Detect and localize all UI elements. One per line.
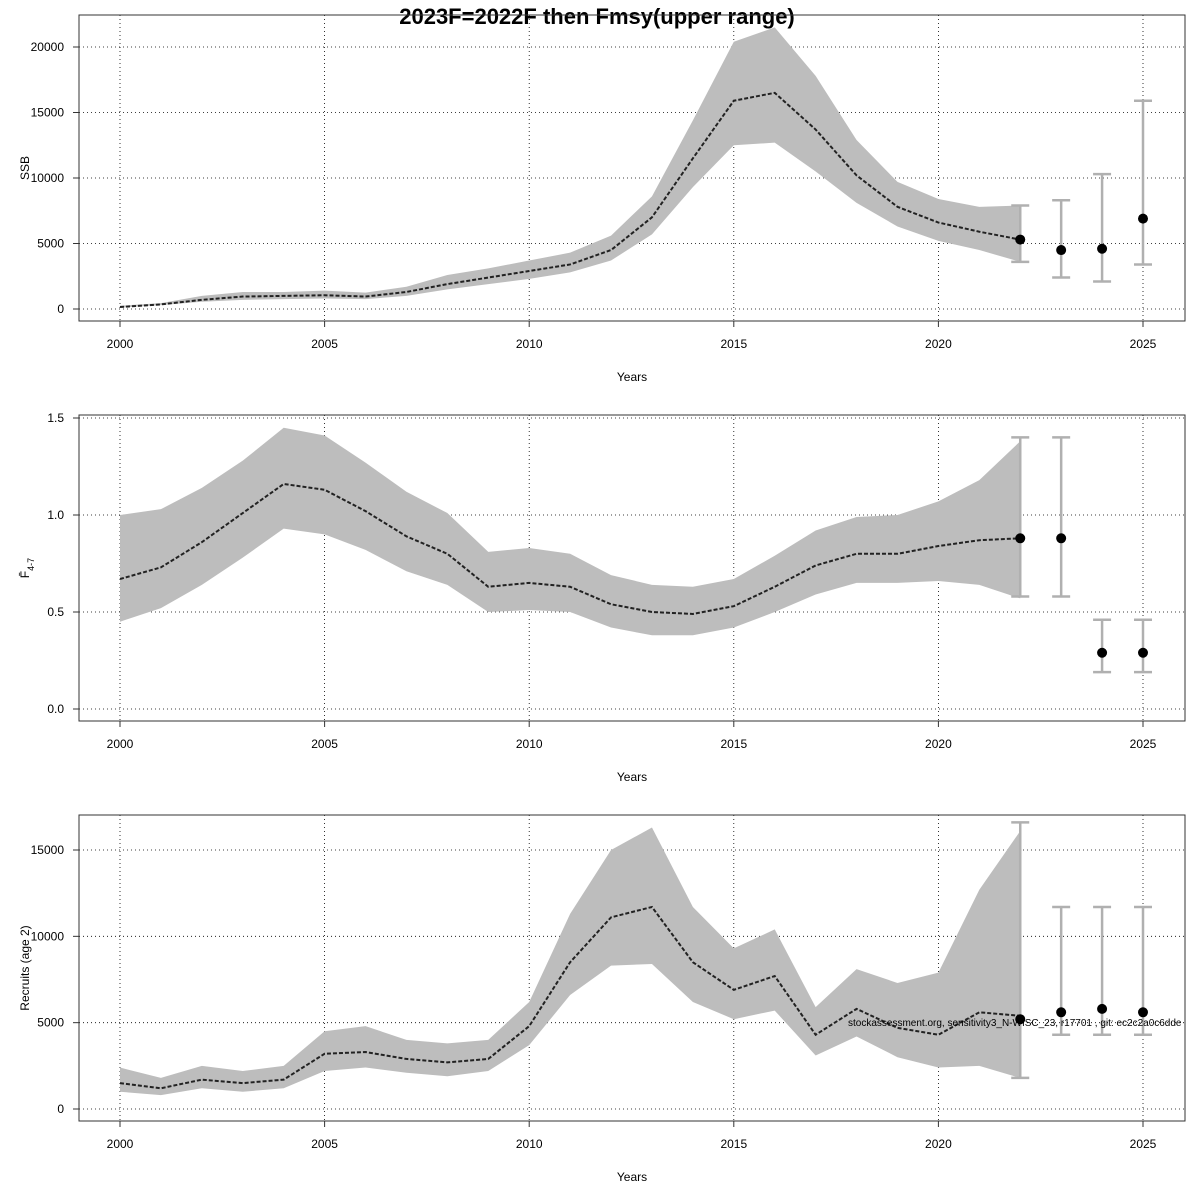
- y-tick-label: 15000: [31, 843, 65, 857]
- confidence-band: [120, 427, 1021, 636]
- y-tick-label: 0: [57, 1102, 64, 1116]
- y-axis-label: SSB: [18, 156, 32, 180]
- x-axis-label: Years: [617, 770, 647, 784]
- x-tick-label: 2020: [925, 1137, 952, 1151]
- forecast-point: [1056, 1007, 1067, 1018]
- x-tick-label: 2000: [107, 737, 134, 751]
- plot-frame: [78, 14, 1186, 322]
- x-tick-label: 2025: [1130, 337, 1157, 351]
- confidence-band: [120, 27, 1021, 308]
- x-tick-label: 2005: [311, 737, 338, 751]
- y-tick-label: 10000: [31, 171, 65, 185]
- y-tick-label: 1.0: [47, 508, 64, 522]
- forecast-point: [1138, 1007, 1148, 1018]
- forecast-point: [1097, 647, 1108, 658]
- x-tick-label: 2010: [516, 337, 543, 351]
- x-axis-label: Years: [617, 370, 647, 384]
- forecast-point: [1097, 243, 1108, 254]
- estimate-line: [119, 482, 1021, 615]
- plot-frame: [78, 414, 1186, 722]
- y-axis-label: Recruits (age 2): [18, 925, 32, 1010]
- y-tick-label: 5000: [37, 237, 64, 251]
- x-tick-label: 2015: [720, 337, 747, 351]
- forecast-point: [1138, 647, 1148, 658]
- x-tick-label: 2010: [516, 1137, 543, 1151]
- x-axis-label: Years: [617, 1170, 647, 1184]
- chart-title: 2023F=2022F then Fmsy(upper range): [399, 4, 795, 29]
- forecast-point: [1097, 1003, 1108, 1014]
- y-tick-label: 0: [57, 302, 64, 316]
- forecast-point: [1138, 213, 1148, 224]
- x-tick-label: 2020: [925, 337, 952, 351]
- x-tick-label: 2010: [516, 737, 543, 751]
- panel-2: 2000 2005 2010 2015 2020 2025 0.0 0.5 1.0 1.5 Year…: [18, 411, 1186, 784]
- y-tick-label: 0.0: [47, 702, 64, 716]
- y-tick-label: 5000: [37, 1016, 64, 1030]
- x-tick-label: 2000: [107, 337, 134, 351]
- panel-1: 2000 2005 2010 2015 2020 2025 0 5000 10000 15000 2…: [18, 14, 1186, 384]
- y-axis-label: F̄4-7: [18, 558, 36, 578]
- x-tick-label: 2005: [311, 1137, 338, 1151]
- x-tick-label: 2020: [925, 737, 952, 751]
- x-tick-label: 2025: [1130, 737, 1157, 751]
- plot-frame: [78, 814, 1186, 1122]
- estimate-line: [119, 905, 1021, 1090]
- x-tick-label: 2015: [720, 737, 747, 751]
- forecast-point: [1056, 245, 1067, 256]
- forecast-point: [1015, 1014, 1026, 1025]
- forecast-point: [1056, 533, 1067, 544]
- forecast-point: [1015, 533, 1026, 544]
- x-tick-label: 2000: [107, 1137, 134, 1151]
- x-tick-label: 2015: [720, 1137, 747, 1151]
- y-tick-label: 10000: [31, 929, 65, 943]
- y-tick-label: 1.5: [47, 411, 64, 425]
- panel-3: 2000 2005 2010 2015 2020 2025 0 5000 10000 15000 Y…: [18, 814, 1186, 1184]
- y-tick-label: 20000: [31, 40, 65, 54]
- y-tick-label: 0.5: [47, 605, 64, 619]
- forecast-point: [1015, 234, 1026, 245]
- x-tick-label: 2005: [311, 337, 338, 351]
- estimate-line: [119, 91, 1021, 309]
- y-tick-label: 15000: [31, 106, 65, 120]
- x-tick-label: 2025: [1130, 1137, 1157, 1151]
- footnote: stockassessment.org, sensitivity3_N-WISC…: [848, 1018, 1182, 1029]
